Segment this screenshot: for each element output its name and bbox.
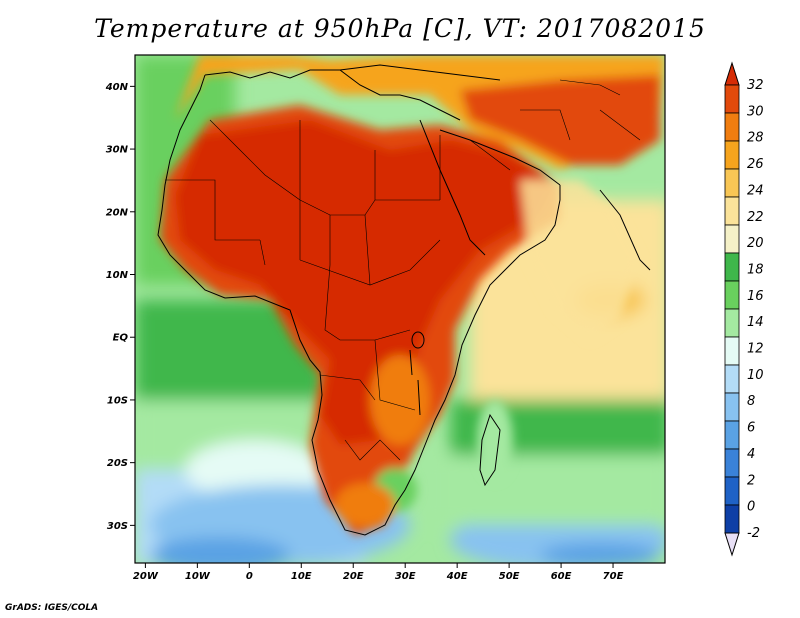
colorbar-level-label: 26 — [747, 157, 764, 172]
lat-tick-label: 10S — [107, 395, 128, 406]
longitude-axis: 20W 10W 0 10E 20E 30E 40E 50E 60E 70E — [133, 563, 624, 582]
colorbar-level-label: 14 — [747, 315, 764, 330]
lon-tick-label: 40E — [446, 571, 468, 582]
colorbar-level-label: 6 — [747, 421, 755, 436]
map-frame — [134, 54, 666, 564]
lon-tick-label: 30E — [395, 571, 416, 582]
colorbar-swatch — [724, 140, 740, 170]
lat-tick-label: 20N — [106, 207, 129, 218]
colorbar-level-label: 18 — [747, 262, 764, 277]
colorbar-swatch — [724, 112, 740, 142]
lon-tick-label: 50E — [499, 571, 520, 582]
land-temperature — [160, 55, 665, 535]
lon-tick-label: 60E — [551, 571, 572, 582]
lon-tick-label: 0 — [246, 571, 253, 582]
colorbar-level-label: 0 — [747, 500, 755, 515]
lon-tick-label: 70E — [603, 571, 624, 582]
colorbar-swatch — [724, 364, 740, 394]
lat-tick-label: 20S — [107, 458, 128, 469]
colorbar-swatch — [724, 252, 740, 282]
colorbar-swatch — [724, 476, 740, 506]
colorbar-swatch — [724, 308, 740, 338]
colorbar-swatch — [724, 280, 740, 310]
map-plot-area — [135, 55, 665, 563]
coastlines — [157, 64, 651, 536]
colorbar-level-label: 12 — [747, 342, 764, 357]
lon-tick-label: 20W — [133, 571, 159, 582]
colorbar-swatch — [724, 196, 740, 226]
colorbar-top-arrow — [724, 61, 740, 86]
colorbar-level-label: 30 — [747, 104, 764, 119]
colorbar-swatch — [724, 448, 740, 478]
colorbar-swatch — [724, 168, 740, 198]
colorbar-level-label: 16 — [747, 289, 764, 304]
lon-tick-label: 10E — [291, 571, 312, 582]
colorbar-level-label: 22 — [747, 210, 764, 225]
colorbar-level-label: 4 — [747, 447, 755, 462]
grads-credit: GrADS: IGES/COLA — [5, 603, 99, 613]
colorbar-level-label: 20 — [747, 236, 764, 251]
colorbar-bottom-arrow — [724, 532, 740, 557]
lon-tick-label: 10W — [185, 571, 211, 582]
colorbar-swatch — [724, 504, 740, 534]
colorbar-level-label: 10 — [747, 368, 764, 383]
colorbar-level-label: 8 — [747, 394, 755, 409]
country-borders — [165, 79, 641, 461]
latitude-axis: 40N 30N 20N 10N EQ 10S 20S 30S — [105, 82, 135, 532]
lat-tick-label: 30S — [107, 521, 128, 532]
colorbar-level-label: -2 — [747, 526, 760, 541]
colorbar-level-label: 24 — [747, 183, 764, 198]
colorbar-level-label: 32 — [747, 78, 764, 93]
lat-tick-label: 30N — [106, 145, 129, 156]
lon-tick-label: 20E — [343, 571, 364, 582]
colorbar-swatch — [724, 336, 740, 366]
colorbar-swatch — [724, 392, 740, 422]
lat-tick-label: 10N — [106, 270, 129, 281]
colorbar-level-label: 2 — [747, 473, 755, 488]
colorbar-swatch — [724, 224, 740, 254]
chart-title: Temperature at 950hPa [C], VT: 201708201… — [94, 14, 706, 43]
lat-tick-label: 40N — [105, 82, 129, 93]
lat-tick-label: EQ — [113, 333, 129, 344]
colorbar-swatch — [724, 84, 740, 114]
colorbar-swatch — [724, 420, 740, 450]
colorbar-level-label: 28 — [747, 131, 764, 146]
